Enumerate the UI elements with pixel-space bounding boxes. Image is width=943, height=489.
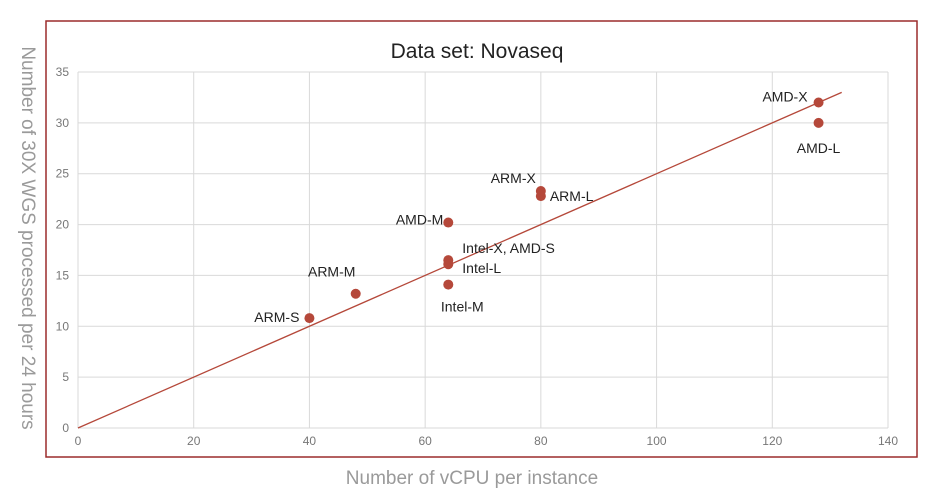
point-label: AMD-M <box>396 212 443 228</box>
x-tick-label: 140 <box>878 434 898 448</box>
trendline-layer <box>77 91 842 429</box>
x-tick-label: 60 <box>418 434 432 448</box>
point-label: ARM-X <box>491 170 537 186</box>
x-tick-label: 100 <box>647 434 667 448</box>
data-point <box>443 217 454 228</box>
point-label: AMD-X <box>762 89 808 105</box>
point-label: ARM-S <box>254 309 299 325</box>
data-point <box>443 255 454 266</box>
x-tick-label: 20 <box>187 434 201 448</box>
x-tick-label: 40 <box>303 434 317 448</box>
data-point <box>813 97 824 108</box>
point-label: Intel-X, AMD-S <box>462 240 555 256</box>
point-label: Intel-M <box>441 299 484 315</box>
y-tick-label: 30 <box>56 116 70 130</box>
y-tick-label: 20 <box>56 218 70 232</box>
point-label: ARM-L <box>550 188 594 204</box>
point-label: ARM-M <box>308 264 355 280</box>
chart-frame <box>45 20 918 458</box>
tick-labels: 0 5 10 15 20 25 30 35 0 20 40 60 80 100 120 140 <box>56 65 899 448</box>
trendline <box>77 91 842 429</box>
y-axis-title: Number of 30X WGS processed per 24 hours <box>17 46 38 429</box>
point-label: Intel-L <box>462 260 501 276</box>
y-tick-label: 0 <box>62 421 69 435</box>
x-tick-label: 0 <box>75 434 82 448</box>
y-tick-label: 10 <box>56 319 70 333</box>
data-point <box>350 288 361 299</box>
data-point <box>304 313 315 324</box>
y-tick-label: 5 <box>62 370 69 384</box>
point-labels: ARM-S ARM-M Intel-M Intel-L Intel-X, AMD-S AM… <box>254 89 840 326</box>
point-label: AMD-L <box>797 140 841 156</box>
chart-title: Data set: Novaseq <box>391 40 564 63</box>
x-tick-label: 80 <box>534 434 548 448</box>
y-tick-label: 15 <box>56 268 70 282</box>
data-points <box>304 97 824 324</box>
grid <box>77 71 889 429</box>
data-point <box>535 186 546 197</box>
data-point <box>443 279 454 290</box>
x-axis-title: Number of vCPU per instance <box>346 468 598 489</box>
y-tick-label: 25 <box>56 167 70 181</box>
x-tick-label: 120 <box>762 434 782 448</box>
y-tick-label: 35 <box>56 65 70 79</box>
data-point <box>813 117 824 128</box>
